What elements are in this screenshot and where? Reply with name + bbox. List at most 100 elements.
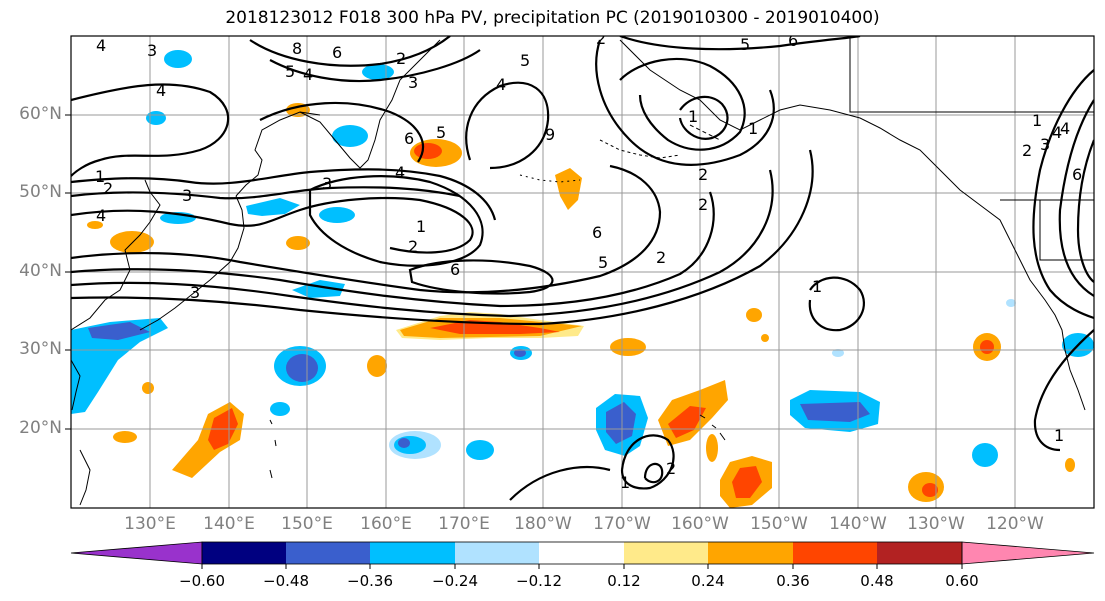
contour-label: 2: [596, 29, 606, 48]
precip-positive-region: [113, 431, 137, 443]
lat-label: 20°N: [19, 418, 62, 438]
precip-positive-region: [555, 168, 582, 210]
precip-positive-region: [610, 338, 646, 356]
precip-negative-region: [1006, 299, 1016, 307]
precip-negative-region: [466, 440, 494, 460]
contour-label: 4: [96, 36, 106, 55]
precip-positive-region: [110, 231, 154, 253]
colorbar-tick-label: −0.48: [263, 572, 309, 590]
lon-label: 180°W: [514, 514, 572, 534]
contour-label: 8: [292, 39, 302, 58]
contour-label: 1: [748, 119, 758, 138]
contour-label: 3: [182, 186, 192, 205]
precip-positive-region: [732, 466, 762, 498]
lon-label: 140°E: [203, 514, 255, 534]
precip-negative-region: [146, 111, 166, 125]
contour-label: 2: [408, 237, 418, 256]
contour-label: 5: [520, 51, 530, 70]
contour-label: 1: [812, 277, 822, 296]
contour-label: 2: [666, 459, 676, 478]
contour-label: 1: [688, 107, 698, 126]
precip-positive-region: [761, 334, 769, 342]
contour-label: 2: [698, 195, 708, 214]
lon-label: 130°W: [907, 514, 965, 534]
colorbar-segment: [202, 542, 286, 564]
precip-negative-region: [319, 207, 355, 223]
lon-label: 170°W: [593, 514, 651, 534]
contour-label: 4: [496, 75, 506, 94]
precip-positive-region: [668, 406, 706, 438]
precip-positive-region: [922, 483, 938, 497]
lat-label: 50°N: [19, 182, 62, 202]
lon-label: 160°W: [671, 514, 729, 534]
colorbar-tick-label: 0.60: [945, 572, 979, 590]
contour-label: 2: [698, 165, 708, 184]
precip-negative-region: [972, 443, 998, 467]
precip-positive-region: [706, 434, 718, 462]
contour-label: 1: [620, 473, 630, 492]
lon-label: 120°W: [986, 514, 1044, 534]
colorbar-segment: [624, 542, 708, 564]
graticule: [71, 36, 1094, 508]
precip-negative-region: [606, 402, 636, 444]
precip-positive-region: [286, 236, 310, 250]
contour-label: 1: [416, 217, 426, 236]
contour-label: 1: [1054, 426, 1064, 445]
colorbar-tick-label: 0.48: [860, 572, 894, 590]
lon-label: 130°E: [124, 514, 176, 534]
figure-title: 2018123012 F018 300 hPa PV, precipitatio…: [225, 8, 880, 28]
lat-label: 60°N: [19, 104, 62, 124]
contour-label: 3: [190, 283, 200, 302]
precip-positive-region: [142, 382, 154, 394]
colorbar-tick-label: 0.24: [691, 572, 725, 590]
precip-negative-region: [270, 402, 290, 416]
colorbar-tick-label: −0.60: [179, 572, 225, 590]
lat-label: 40°N: [19, 261, 62, 281]
contour-label: 3: [1040, 135, 1050, 154]
contour-label: 5: [740, 35, 750, 54]
colorbar-extend-left: [70, 541, 203, 565]
precip-negative-region: [164, 50, 192, 68]
precip-positive-region: [430, 320, 560, 334]
coastlines: [71, 36, 1094, 506]
contour-label: 3: [408, 73, 418, 92]
precip-positive-region: [87, 221, 103, 229]
lon-label: 170°E: [438, 514, 490, 534]
contour-label: 2: [656, 248, 666, 267]
contour-label: 4: [303, 65, 313, 84]
contour-label: 4: [1060, 119, 1070, 138]
contour-label: 1: [1032, 111, 1042, 130]
contour-label: 5: [436, 123, 446, 142]
precip-negative-region: [514, 349, 526, 357]
contour-label: 4: [96, 206, 106, 225]
precip-positive-region: [414, 143, 442, 159]
contour-label: 6: [1072, 165, 1082, 184]
colorbar-tick-label: 0.36: [776, 572, 810, 590]
contour-label-group: 4 3 8 6 2 5 4 3 2 4 5 5 6 4 5 6 9 1 1 2 …: [95, 29, 1082, 492]
lon-label: 140°W: [829, 514, 887, 534]
colorbar-segment: [708, 542, 793, 564]
colorbar-segment: [455, 542, 539, 564]
colorbar-segment: [793, 542, 877, 564]
precip-positive-region: [746, 308, 762, 322]
colorbar-frame: [201, 541, 963, 565]
precip-negative-region: [398, 438, 410, 448]
contour-label: 6: [332, 43, 342, 62]
contour-label: 3: [322, 174, 332, 193]
pv-contours: [71, 36, 1094, 501]
contour-label: 2: [396, 49, 406, 68]
lat-label: 30°N: [19, 339, 62, 359]
precip-negative-region: [362, 64, 394, 80]
precip-negative-region: [286, 354, 318, 382]
colorbar-extend-right: [961, 541, 1095, 565]
contour-label: 2: [103, 179, 113, 198]
contour-label: 4: [395, 163, 405, 182]
colorbar-tick-label: 0.12: [607, 572, 641, 590]
colorbar-segment: [877, 542, 962, 564]
colorbar: [70, 541, 1095, 569]
contour-label: 9: [545, 125, 555, 144]
contour-label: 2: [1022, 141, 1032, 160]
lon-label: 150°E: [281, 514, 333, 534]
colorbar-segment: [370, 542, 455, 564]
contour-label: 1: [95, 167, 105, 186]
